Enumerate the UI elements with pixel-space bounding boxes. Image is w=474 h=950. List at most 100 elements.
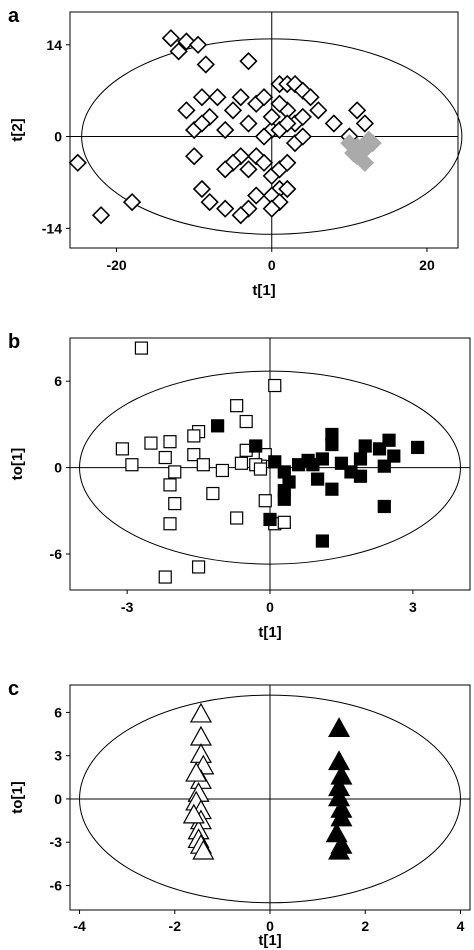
filled-square-point bbox=[315, 452, 329, 466]
open-diamond-point bbox=[200, 192, 219, 212]
grey-diamond-point bbox=[359, 130, 378, 149]
open-square-point bbox=[253, 462, 268, 476]
open-square-point bbox=[230, 511, 244, 525]
open-diamond-point bbox=[169, 42, 188, 61]
open-diamond-point bbox=[216, 160, 235, 179]
y-tick-label: -3 bbox=[50, 834, 63, 850]
x-axis-title: t[1] bbox=[258, 932, 281, 949]
filled-triangle-point bbox=[328, 750, 351, 771]
filled-square-point bbox=[249, 439, 263, 453]
filled-square-point bbox=[263, 512, 277, 527]
filled-square-point bbox=[353, 469, 368, 483]
open-square-point bbox=[268, 378, 282, 393]
y-tick-label: 6 bbox=[54, 704, 62, 720]
panel-label: c bbox=[8, 678, 19, 700]
open-triangle-point bbox=[189, 725, 212, 746]
open-square-point bbox=[239, 414, 253, 429]
open-diamond-point bbox=[254, 153, 274, 172]
open-diamond-point bbox=[247, 186, 266, 205]
filled-triangle-point bbox=[330, 806, 353, 827]
open-diamond-point bbox=[324, 114, 343, 133]
y-tick-label: 0 bbox=[54, 791, 62, 807]
x-tick-label: 0 bbox=[266, 599, 274, 615]
open-diamond-point bbox=[177, 101, 196, 120]
filled-square-point bbox=[387, 449, 401, 463]
open-square-point bbox=[115, 442, 129, 456]
panel-label: b bbox=[8, 331, 20, 353]
filled-square-point bbox=[211, 419, 225, 433]
open-square-point bbox=[125, 458, 139, 472]
open-diamond-point bbox=[91, 206, 111, 225]
open-diamond-point bbox=[68, 153, 87, 172]
open-square-point bbox=[206, 486, 220, 501]
y-tick-label: 3 bbox=[54, 748, 62, 764]
open-diamond-point bbox=[355, 114, 375, 133]
open-diamond-point bbox=[223, 101, 243, 120]
open-diamond-point bbox=[239, 52, 258, 71]
open-diamond-point bbox=[185, 147, 204, 166]
open-diamond-point bbox=[196, 55, 215, 74]
filled-square-point bbox=[377, 459, 391, 473]
open-square-point bbox=[234, 456, 249, 470]
open-diamond-point bbox=[192, 179, 212, 199]
open-diamond-point bbox=[270, 94, 289, 113]
filled-triangle-point bbox=[328, 839, 351, 860]
y-tick-label: 14 bbox=[46, 37, 62, 53]
filled-square-point bbox=[377, 499, 391, 514]
y-axis-title: to[1] bbox=[9, 448, 26, 481]
open-diamond-point bbox=[239, 160, 258, 179]
open-diamond-point bbox=[262, 199, 281, 218]
open-diamond-point bbox=[231, 88, 250, 107]
filled-square-point bbox=[382, 433, 396, 447]
filled-square-point bbox=[315, 534, 329, 548]
open-square-point bbox=[277, 515, 291, 529]
open-square-point bbox=[134, 341, 149, 355]
open-diamond-point bbox=[278, 153, 297, 172]
open-diamond-point bbox=[254, 127, 274, 146]
y-axis-title: t[2] bbox=[9, 118, 26, 141]
filled-square-point bbox=[411, 440, 425, 455]
x-tick-label: 3 bbox=[409, 599, 417, 615]
x-tick-label: -2 bbox=[169, 918, 182, 934]
open-diamond-point bbox=[301, 88, 320, 107]
x-tick-label: -20 bbox=[106, 257, 126, 273]
x-tick-label: 0 bbox=[268, 257, 276, 273]
open-diamond-point bbox=[192, 114, 212, 133]
open-diamond-point bbox=[347, 101, 367, 120]
y-tick-label: -6 bbox=[50, 546, 63, 562]
open-diamond-point bbox=[231, 206, 250, 225]
open-diamond-point bbox=[192, 88, 212, 107]
open-diamond-point bbox=[122, 192, 142, 212]
filled-square-point bbox=[358, 439, 372, 453]
x-axis-title: t[1] bbox=[258, 624, 281, 641]
filled-square-point bbox=[325, 437, 339, 452]
open-diamond-point bbox=[216, 199, 235, 218]
y-tick-label: -6 bbox=[50, 877, 63, 893]
open-diamond-point bbox=[293, 107, 312, 127]
open-diamond-point bbox=[293, 127, 312, 146]
x-tick-label: 20 bbox=[419, 257, 435, 273]
open-diamond-point bbox=[216, 120, 235, 140]
filled-square-point bbox=[277, 484, 291, 498]
open-square-point bbox=[158, 450, 172, 465]
open-square-point bbox=[168, 465, 182, 479]
open-triangle-point bbox=[189, 702, 212, 723]
x-tick-label: -4 bbox=[73, 918, 86, 934]
grey-diamond-point bbox=[355, 153, 375, 172]
open-diamond-point bbox=[309, 101, 328, 120]
panel-label: a bbox=[8, 5, 20, 27]
filled-triangle-point bbox=[325, 822, 348, 843]
open-diamond-point bbox=[278, 114, 297, 133]
open-square-point bbox=[144, 436, 158, 450]
y-tick-label: 0 bbox=[54, 129, 62, 145]
open-square-point bbox=[230, 399, 244, 413]
open-square-point bbox=[168, 497, 182, 511]
open-triangle-point bbox=[185, 761, 208, 782]
open-square-point bbox=[258, 494, 272, 508]
open-triangle-point bbox=[192, 839, 215, 860]
x-tick-label: 0 bbox=[266, 918, 274, 934]
y-tick-label: 0 bbox=[54, 460, 62, 476]
open-square-point bbox=[163, 435, 177, 449]
open-diamond-point bbox=[208, 88, 227, 107]
